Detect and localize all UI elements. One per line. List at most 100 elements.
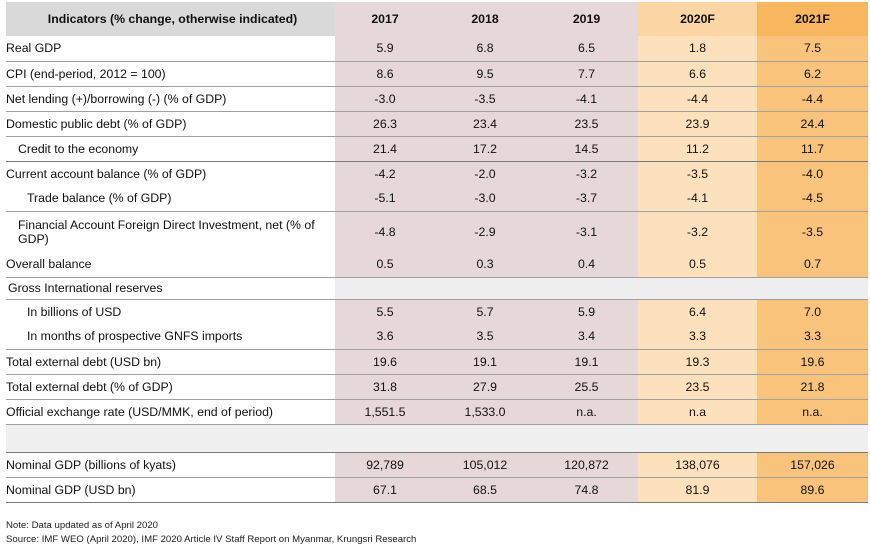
year-header-2017: 2017 — [335, 2, 435, 36]
value-cell — [335, 424, 435, 452]
value-cell: -2.0 — [435, 161, 535, 186]
value-cell: 3.3 — [638, 324, 757, 350]
value-cell: 0.5 — [638, 252, 757, 278]
value-cell: 9.5 — [435, 61, 535, 87]
value-cell: 5.9 — [335, 36, 435, 62]
table-row: Domestic public debt (% of GDP) 26.3 23.… — [6, 111, 868, 137]
economic-indicators-table: Indicators (% change, otherwise indicate… — [6, 2, 868, 503]
year-header-2021f: 2021F — [757, 2, 868, 36]
value-cell: 19.6 — [757, 349, 868, 375]
value-cell: 7.5 — [757, 36, 868, 62]
value-cell: 68.5 — [435, 477, 535, 503]
value-cell: 120,872 — [535, 451, 638, 478]
value-cell: n.a — [638, 399, 757, 425]
value-cell: -4.0 — [757, 161, 868, 186]
row-label: Nominal GDP (USD bn) — [6, 477, 335, 503]
row-label: Gross International reserves — [6, 277, 335, 300]
value-cell: 5.9 — [535, 299, 638, 324]
value-cell: 25.5 — [535, 374, 638, 400]
value-cell: 11.2 — [638, 136, 757, 162]
table-row: Trade balance (% of GDP) -5.1 -3.0 -3.7 … — [6, 186, 868, 212]
row-label: Official exchange rate (USD/MMK, end of … — [6, 399, 335, 425]
value-cell: 23.9 — [638, 111, 757, 137]
value-cell: 5.5 — [335, 299, 435, 324]
value-cell: 0.3 — [435, 252, 535, 278]
value-cell: 14.5 — [535, 136, 638, 162]
value-cell: 92,789 — [335, 451, 435, 478]
value-cell: 3.5 — [435, 324, 535, 350]
row-label: Net lending (+)/borrowing (-) (% of GDP) — [6, 86, 335, 112]
indicator-header: Indicators (% change, otherwise indicate… — [6, 2, 335, 36]
table-row: Current account balance (% of GDP) -4.2 … — [6, 161, 868, 186]
value-cell: 1,533.0 — [435, 399, 535, 425]
year-header-2018: 2018 — [435, 2, 535, 36]
value-cell: -3.5 — [638, 161, 757, 186]
table-row: In billions of USD 5.5 5.7 5.9 6.4 7.0 — [6, 299, 868, 324]
value-cell: -4.4 — [757, 86, 868, 112]
value-cell: 3.6 — [335, 324, 435, 350]
value-cell: 26.3 — [335, 111, 435, 137]
value-cell: 105,012 — [435, 451, 535, 478]
value-cell: -3.0 — [335, 86, 435, 112]
value-cell — [335, 277, 435, 300]
value-cell: -3.5 — [435, 86, 535, 112]
row-label: Real GDP — [6, 36, 335, 62]
value-cell: 0.5 — [335, 252, 435, 278]
row-label: Current account balance (% of GDP) — [6, 161, 335, 186]
value-cell: 0.4 — [535, 252, 638, 278]
value-cell: -2.9 — [435, 211, 535, 252]
value-cell: -4.1 — [638, 186, 757, 212]
value-cell: 21.4 — [335, 136, 435, 162]
row-label: Total external debt (% of GDP) — [6, 374, 335, 400]
value-cell: 8.6 — [335, 61, 435, 87]
table-notes: Note: Data updated as of April 2020 Sour… — [6, 519, 416, 547]
value-cell: 0.7 — [757, 252, 868, 278]
row-label: Overall balance — [6, 252, 335, 278]
value-cell: -4.2 — [335, 161, 435, 186]
value-cell — [638, 424, 757, 452]
table-row: Nominal GDP (billions of kyats) 92,789 1… — [6, 451, 868, 478]
value-cell: -3.7 — [535, 186, 638, 212]
table-row: Overall balance 0.5 0.3 0.4 0.5 0.7 — [6, 252, 868, 278]
value-cell: n.a. — [757, 399, 868, 425]
value-cell — [435, 277, 535, 300]
value-cell: -3.0 — [435, 186, 535, 212]
value-cell: 24.4 — [757, 111, 868, 137]
value-cell: 74.8 — [535, 477, 638, 503]
table-row: CPI (end-period, 2012 = 100) 8.6 9.5 7.7… — [6, 61, 868, 87]
value-cell: 19.6 — [335, 349, 435, 375]
value-cell: 23.4 — [435, 111, 535, 137]
value-cell — [638, 277, 757, 300]
table-row: Official exchange rate (USD/MMK, end of … — [6, 399, 868, 425]
value-cell: 67.1 — [335, 477, 435, 503]
value-cell: 19.1 — [535, 349, 638, 375]
table-row: Credit to the economy 21.4 17.2 14.5 11.… — [6, 136, 868, 162]
value-cell: 6.2 — [757, 61, 868, 87]
row-label: Domestic public debt (% of GDP) — [6, 111, 335, 137]
value-cell: 3.3 — [757, 324, 868, 350]
row-label: Nominal GDP (billions of kyats) — [6, 451, 335, 478]
value-cell: 31.8 — [335, 374, 435, 400]
table-row: Total external debt (USD bn) 19.6 19.1 1… — [6, 349, 868, 375]
value-cell: n.a. — [535, 399, 638, 425]
value-cell — [535, 277, 638, 300]
value-cell: 7.0 — [757, 299, 868, 324]
row-label — [6, 424, 335, 452]
table-row: Financial Account Foreign Direct Investm… — [6, 211, 868, 252]
value-cell: 23.5 — [535, 111, 638, 137]
table-row: Real GDP 5.9 6.8 6.5 1.8 7.5 — [6, 36, 868, 62]
value-cell: 23.5 — [638, 374, 757, 400]
table-row: Gross International reserves — [6, 277, 868, 300]
value-cell: -4.5 — [757, 186, 868, 212]
value-cell: 19.3 — [638, 349, 757, 375]
value-cell: 6.4 — [638, 299, 757, 324]
value-cell: -3.1 — [535, 211, 638, 252]
table-row: Net lending (+)/borrowing (-) (% of GDP)… — [6, 86, 868, 112]
value-cell: -4.1 — [535, 86, 638, 112]
value-cell — [757, 424, 868, 452]
header-row: Indicators (% change, otherwise indicate… — [6, 2, 868, 36]
year-header-2019: 2019 — [535, 2, 638, 36]
row-label: Financial Account Foreign Direct Investm… — [6, 211, 335, 252]
value-cell: -3.5 — [757, 211, 868, 252]
note-line: Note: Data updated as of April 2020 — [6, 520, 159, 531]
